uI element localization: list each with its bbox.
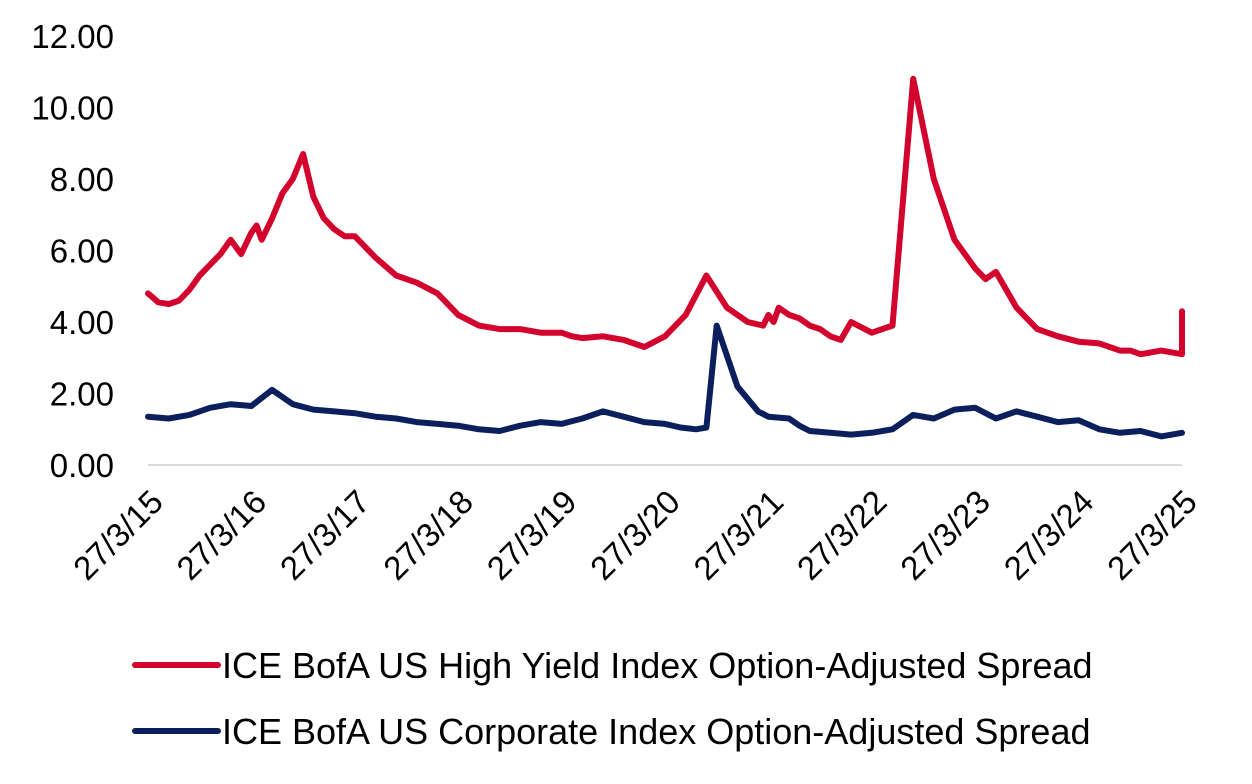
x-tick-label: 27/3/25 bbox=[1100, 483, 1204, 587]
x-tick-label: 27/3/23 bbox=[893, 483, 997, 587]
x-tick-label: 27/3/22 bbox=[790, 483, 894, 587]
legend-label-high-yield: ICE BofA US High Yield Index Option-Adju… bbox=[222, 645, 1093, 686]
x-tick-label: 27/3/21 bbox=[686, 483, 790, 587]
y-tick-label: 8.00 bbox=[50, 161, 114, 198]
x-tick-label: 27/3/17 bbox=[273, 483, 377, 587]
x-tick-label: 27/3/19 bbox=[479, 483, 583, 587]
x-tick-label: 27/3/15 bbox=[66, 483, 170, 587]
x-tick-label: 27/3/24 bbox=[996, 483, 1100, 587]
y-tick-label: 12.00 bbox=[31, 18, 114, 55]
y-tick-label: 0.00 bbox=[50, 447, 114, 484]
legend: ICE BofA US High Yield Index Option-Adju… bbox=[132, 645, 1093, 752]
legend-entry-high-yield: ICE BofA US High Yield Index Option-Adju… bbox=[132, 645, 1093, 686]
legend-entry-corporate: ICE BofA US Corporate Index Option-Adjus… bbox=[132, 711, 1090, 752]
x-axis-ticks: 27/3/15 27/3/16 27/3/17 27/3/18 27/3/19 27/3/… bbox=[66, 483, 1204, 587]
y-tick-label: 4.00 bbox=[50, 304, 114, 341]
series-line-corporate bbox=[145, 322, 1185, 440]
y-tick-label: 10.00 bbox=[31, 90, 114, 127]
y-tick-label: 2.00 bbox=[50, 376, 114, 413]
y-tick-label: 6.00 bbox=[50, 233, 114, 270]
legend-label-corporate: ICE BofA US Corporate Index Option-Adjus… bbox=[222, 711, 1090, 752]
y-axis-ticks: 0.00 2.00 4.00 6.00 8.00 10.00 12.00 bbox=[31, 18, 114, 484]
x-tick-label: 27/3/20 bbox=[583, 483, 687, 587]
series-lines bbox=[145, 75, 1185, 440]
x-tick-label: 27/3/16 bbox=[169, 483, 273, 587]
x-tick-label: 27/3/18 bbox=[376, 483, 480, 587]
series-line-high-yield bbox=[145, 75, 1185, 358]
